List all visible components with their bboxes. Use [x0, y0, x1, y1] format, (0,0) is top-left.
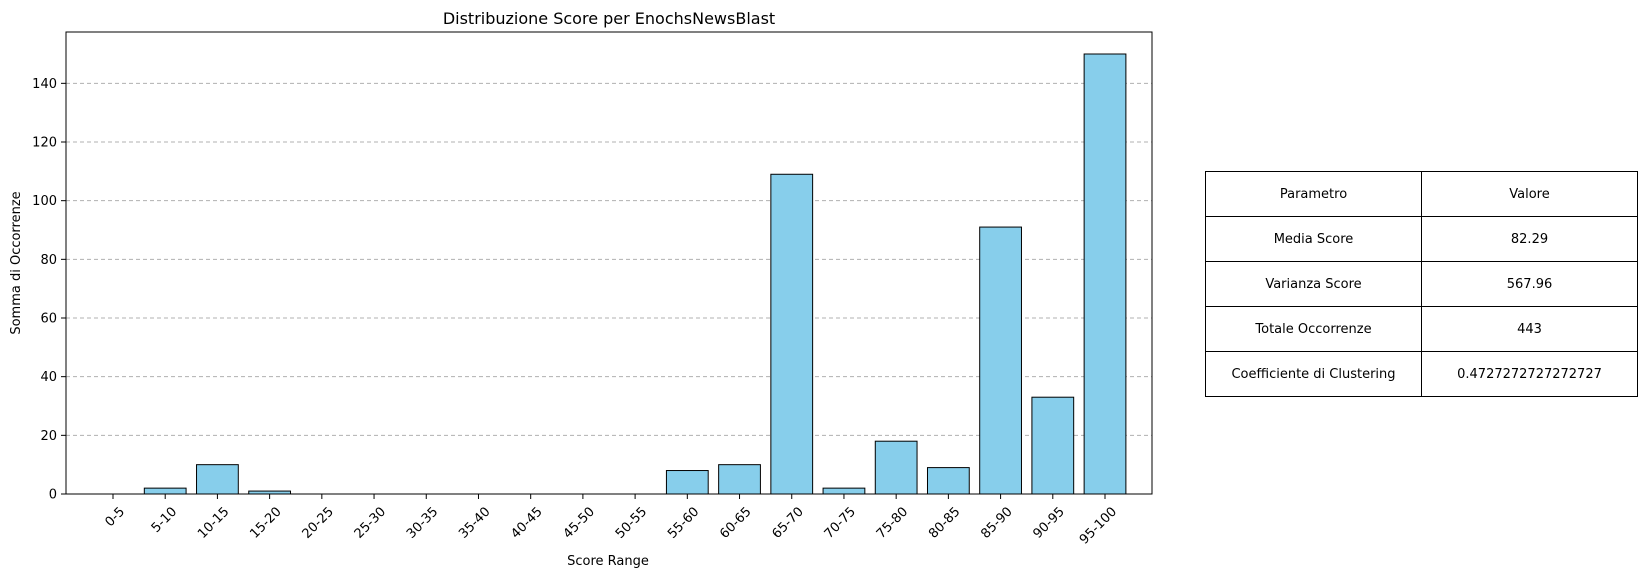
x-tick-label: 55-60	[665, 504, 702, 541]
stats-table: Parametro Valore Media Score 82.29 Varia…	[1205, 171, 1638, 397]
table-cell: 567.96	[1421, 261, 1638, 307]
bar	[979, 226, 1022, 495]
y-tick-label: 100	[32, 194, 57, 209]
table-cell: Media Score	[1205, 216, 1422, 262]
table-cell: 0.4727272727272727	[1421, 351, 1638, 397]
y-axis-ticks: 0 20 40 60 80 100 120 140	[32, 77, 66, 503]
x-tick-label: 70-75	[822, 504, 859, 541]
bar	[926, 467, 970, 495]
x-tick-label: 5-10	[149, 504, 180, 535]
x-tick-label: 50-55	[613, 504, 650, 541]
x-tick-label: 35-40	[456, 504, 493, 541]
table-cell: Varianza Score	[1205, 261, 1422, 307]
bar	[770, 173, 814, 495]
x-tick-label: 65-70	[769, 504, 806, 541]
bar	[1083, 53, 1127, 495]
x-tick-label: 0-5	[102, 504, 128, 530]
y-tick-label: 40	[40, 370, 57, 385]
grid-lines	[66, 82, 1152, 436]
table-cell: Totale Occorrenze	[1205, 306, 1422, 352]
x-tick-label: 90-95	[1031, 504, 1068, 541]
table-row: Coefficiente di Clustering 0.47272727272…	[1205, 351, 1638, 397]
bar	[196, 464, 239, 495]
x-tick-label: 40-45	[508, 504, 545, 541]
table-row: Varianza Score 567.96	[1205, 261, 1638, 307]
x-tick-label: 10-15	[195, 504, 232, 541]
x-tick-label: 15-20	[247, 504, 284, 541]
table-cell: Coefficiente di Clustering	[1205, 351, 1422, 397]
x-tick-label: 85-90	[978, 504, 1015, 541]
bar	[718, 464, 761, 495]
table-cell: 443	[1421, 306, 1638, 352]
y-tick-label: 120	[32, 136, 57, 151]
chart-title: Distribuzione Score per EnochsNewsBlast	[443, 9, 775, 28]
y-tick-label: 80	[40, 253, 57, 268]
x-tick-label: 20-25	[300, 504, 337, 541]
y-axis-label: Somma di Occorrenze	[9, 191, 24, 334]
bar	[1031, 396, 1075, 495]
header-cell-valore: Valore	[1421, 171, 1638, 217]
bar	[143, 487, 187, 495]
y-tick-label: 20	[40, 429, 57, 444]
x-axis-ticks: 0-5 5-10 10-15 15-20 20-25 25-30 30-35 35-40 40-…	[102, 494, 1120, 548]
x-tick-label: 95-100	[1077, 504, 1120, 547]
bar	[665, 470, 709, 495]
x-tick-label: 80-85	[926, 504, 963, 541]
x-tick-label: 30-35	[404, 504, 441, 541]
x-tick-label: 45-50	[561, 504, 598, 541]
x-tick-label: 25-30	[352, 504, 389, 541]
x-tick-label: 60-65	[717, 504, 754, 541]
y-tick-label: 60	[40, 312, 57, 327]
bar	[874, 440, 918, 495]
table-row: Totale Occorrenze 443	[1205, 306, 1638, 352]
header-cell-parametro: Parametro	[1205, 171, 1422, 217]
plot-frame	[65, 31, 1153, 495]
bar	[822, 487, 866, 495]
bars	[143, 53, 1127, 495]
x-axis-label: Score Range	[567, 554, 649, 569]
y-tick-label: 140	[32, 77, 57, 92]
y-tick-label: 0	[49, 488, 57, 503]
table-cell: 82.29	[1421, 216, 1638, 262]
table-row: Media Score 82.29	[1205, 216, 1638, 262]
x-tick-label: 75-80	[874, 504, 911, 541]
table-header-row: Parametro Valore	[1205, 171, 1638, 217]
